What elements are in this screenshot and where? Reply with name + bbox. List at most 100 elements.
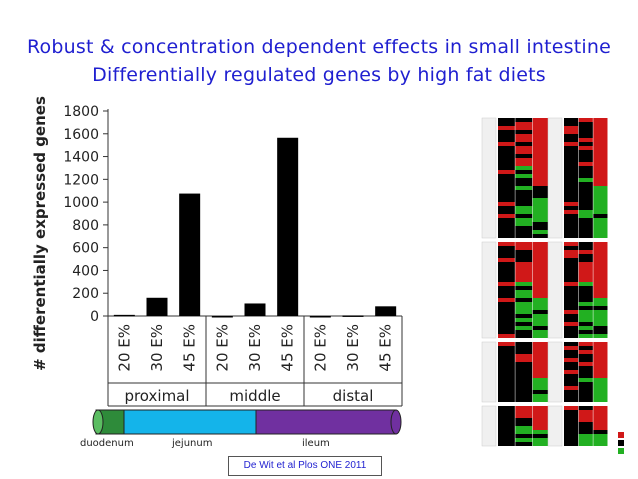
heatmap-cell (593, 170, 608, 174)
heatmap-cell (498, 278, 515, 282)
heatmap-cell (593, 358, 608, 362)
heatmap-cell (515, 230, 533, 234)
heatmap-cell (578, 438, 593, 442)
heatmap-cell (515, 274, 533, 278)
x-tick-label-middle-3: 45 E% (279, 324, 297, 372)
heatmap-cell (593, 282, 608, 286)
heatmap-cell (515, 386, 533, 390)
heatmap-cell (532, 126, 550, 130)
heatmap-cell (515, 294, 533, 298)
heatmap-cell (593, 374, 608, 378)
heatmap-cell (498, 222, 515, 226)
heatmap-cell (564, 278, 579, 282)
heatmap-cell (564, 234, 579, 238)
heatmap-cell (578, 274, 593, 278)
heatmap-cell (532, 190, 550, 194)
heatmap-cell (578, 166, 593, 170)
heatmap-cell (593, 262, 608, 266)
heatmap-cell (532, 206, 550, 210)
heatmap-cell (578, 134, 593, 138)
heatmap-cell (498, 202, 515, 206)
heatmap-cell (532, 406, 550, 410)
heatmap-cell (532, 346, 550, 350)
y-tick-label-0: 0 (90, 309, 99, 325)
heatmap-cell (578, 378, 593, 382)
segment-label-duodenum: duodenum (80, 438, 134, 449)
heatmap-cell (578, 190, 593, 194)
heatmap-cell (532, 178, 550, 182)
heatmap-cell (498, 198, 515, 202)
heatmap-cell (498, 262, 515, 266)
intestine-left-cap (92, 409, 104, 435)
heatmap-cell (564, 406, 579, 410)
heatmap-cell (564, 394, 579, 398)
heatmap-cell (498, 182, 515, 186)
heatmap-cell (564, 366, 579, 370)
heatmap-cell (498, 350, 515, 354)
heatmap-cell (578, 326, 593, 330)
heatmap-cell (498, 370, 515, 374)
heatmap-cell (593, 226, 608, 230)
heatmap-cell (498, 330, 515, 334)
heatmap-cell (564, 206, 579, 210)
heatmap-cell (564, 182, 579, 186)
heatmap-cell (593, 202, 608, 206)
y-tick-label-200: 200 (72, 286, 99, 302)
heatmap-cell (564, 334, 579, 338)
heatmap-cell (498, 426, 515, 430)
heatmap-cell (593, 222, 608, 226)
heatmap-cell (564, 374, 579, 378)
heatmap-cell (498, 190, 515, 194)
heatmap-cell (593, 218, 608, 222)
heatmap-cell (498, 334, 515, 338)
heatmap-cell (564, 350, 579, 354)
heatmap-cell (564, 146, 579, 150)
heatmap-cell (564, 414, 579, 418)
y-tick-label-1200: 1200 (63, 172, 99, 188)
group-label-distal: distal (333, 387, 374, 405)
heatmap-cell (515, 158, 533, 162)
heatmap-cell (532, 306, 550, 310)
heatmap-cell (578, 442, 593, 446)
heatmap-cell (498, 378, 515, 382)
heatmap-cell (498, 286, 515, 290)
heatmap-cell (578, 154, 593, 158)
heatmap-cell (515, 202, 533, 206)
heatmap-cell (515, 150, 533, 154)
heatmap-cell (593, 174, 608, 178)
heatmap-cell (578, 358, 593, 362)
heatmap-cell (564, 122, 579, 126)
heatmap-cell (593, 318, 608, 322)
heatmap-cell (593, 242, 608, 246)
heatmap-cell (564, 426, 579, 430)
heatmap-cell (578, 298, 593, 302)
heatmap-cell (515, 326, 533, 330)
heatmap-cell (532, 414, 550, 418)
heatmap-cell (564, 142, 579, 146)
y-tick-label-1800: 1800 (63, 104, 99, 120)
heatmap-cell (498, 186, 515, 190)
heatmap-cell (578, 218, 593, 222)
heatmap-cell (515, 290, 533, 294)
heatmap-cell (515, 310, 533, 314)
heatmap-cell (564, 322, 579, 326)
heatmap-cell (578, 118, 593, 122)
heatmap-cell (532, 318, 550, 322)
heatmap-cell (532, 174, 550, 178)
heatmap-cell (578, 390, 593, 394)
heatmap-cell (564, 306, 579, 310)
heatmap-cell (564, 178, 579, 182)
heatmap-cell (532, 250, 550, 254)
y-tick-label-1600: 1600 (63, 127, 99, 143)
heatmap-cell (564, 362, 579, 366)
heatmap-cell (578, 202, 593, 206)
heatmap-cell (532, 254, 550, 258)
heatmap-cell (532, 158, 550, 162)
bar-proximal-3 (179, 193, 201, 316)
heatmap-cell (498, 146, 515, 150)
heatmap-cell (564, 210, 579, 214)
heatmap-cell (498, 434, 515, 438)
heatmap-cell (578, 310, 593, 314)
heatmap-cell (515, 426, 533, 430)
heatmap-cell (515, 366, 533, 370)
